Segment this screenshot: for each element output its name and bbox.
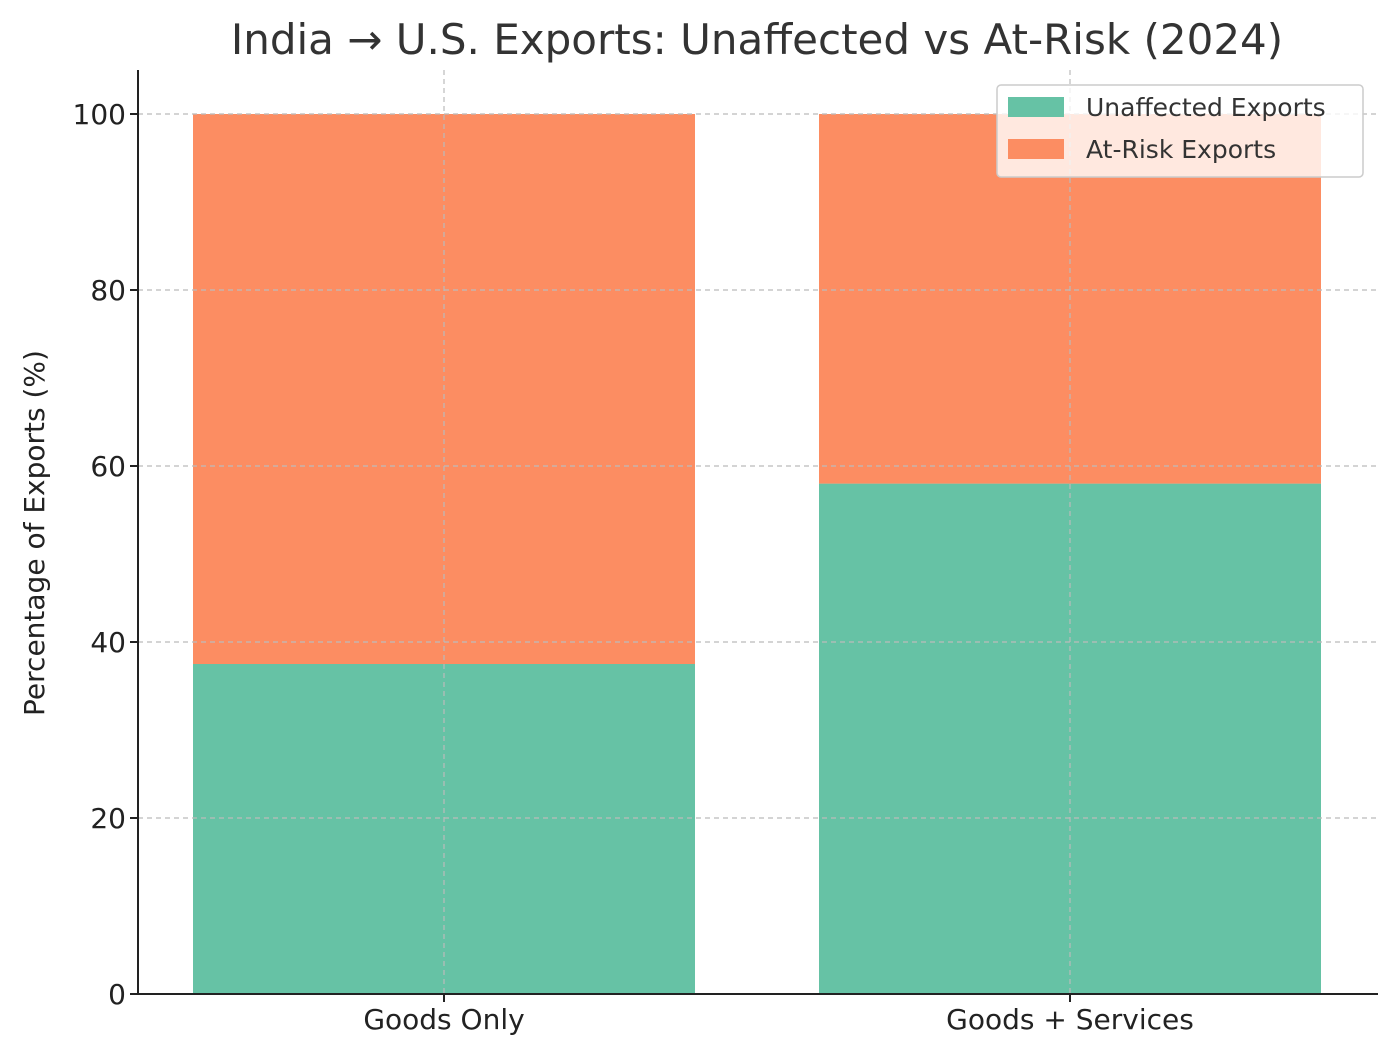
legend-swatch xyxy=(1008,139,1064,159)
legend-label: At-Risk Exports xyxy=(1086,135,1276,164)
y-ticks: 0 20 40 60 80 100 xyxy=(73,98,138,1011)
y-tick-label: 100 xyxy=(73,98,126,131)
x-tick-label: Goods + Services xyxy=(946,1003,1194,1036)
chart-title: India → U.S. Exports: Unaffected vs At-R… xyxy=(231,15,1283,64)
y-tick-label: 0 xyxy=(108,978,126,1011)
y-tick-label: 80 xyxy=(90,274,126,307)
legend: Unaffected Exports At-Risk Exports xyxy=(996,84,1364,178)
x-ticks: Goods Only Goods + Services xyxy=(363,994,1194,1036)
y-tick-label: 60 xyxy=(90,450,126,483)
y-tick-label: 40 xyxy=(90,626,126,659)
y-axis-label: Percentage of Exports (%) xyxy=(18,350,51,716)
legend-label: Unaffected Exports xyxy=(1086,93,1326,122)
y-tick-label: 20 xyxy=(90,802,126,835)
axes xyxy=(137,70,1378,995)
grid-lines xyxy=(138,70,1378,994)
x-tick-label: Goods Only xyxy=(363,1003,524,1036)
legend-box xyxy=(996,84,1364,178)
legend-swatch xyxy=(1008,97,1064,117)
bars xyxy=(193,114,1321,994)
